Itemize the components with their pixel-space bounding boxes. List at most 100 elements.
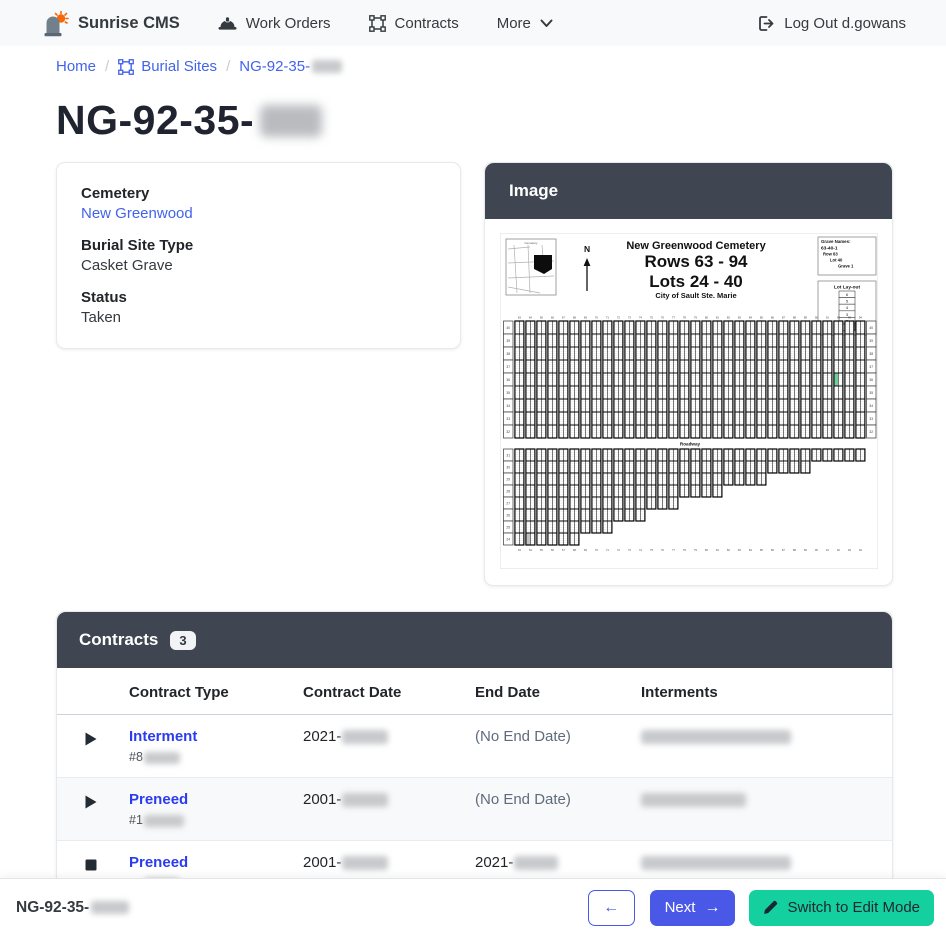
svg-text:30: 30 bbox=[506, 466, 510, 470]
svg-text:36: 36 bbox=[869, 378, 873, 382]
svg-text:Row 63: Row 63 bbox=[823, 252, 838, 257]
sunrise-cms-logo-icon bbox=[44, 10, 69, 36]
contract-row: Preneed #1 2001- (No End Date) bbox=[57, 777, 892, 841]
svg-text:63: 63 bbox=[518, 548, 522, 552]
svg-text:77: 77 bbox=[672, 548, 676, 552]
cemetery-link[interactable]: New Greenwood bbox=[81, 205, 193, 222]
redacted-text bbox=[342, 856, 389, 871]
svg-text:6: 6 bbox=[846, 292, 849, 297]
logout-icon bbox=[759, 15, 774, 31]
svg-text:Roadway: Roadway bbox=[680, 442, 701, 447]
svg-text:4: 4 bbox=[846, 305, 849, 310]
svg-text:75: 75 bbox=[650, 316, 654, 320]
svg-text:80: 80 bbox=[705, 548, 709, 552]
play-status-icon bbox=[85, 732, 97, 746]
nav-work-orders[interactable]: Work Orders bbox=[218, 15, 331, 32]
svg-text:70: 70 bbox=[595, 316, 599, 320]
contract-type-link[interactable]: Preneed bbox=[129, 854, 189, 871]
svg-text:City of Sault Ste. Marie: City of Sault Ste. Marie bbox=[655, 291, 736, 300]
redacted-text bbox=[514, 856, 559, 871]
svg-text:78: 78 bbox=[683, 548, 687, 552]
svg-text:N: N bbox=[584, 244, 590, 254]
nav-contracts[interactable]: Contracts bbox=[368, 14, 459, 32]
svg-text:81: 81 bbox=[716, 548, 720, 552]
svg-text:New Greenwood Cemetery: New Greenwood Cemetery bbox=[626, 240, 766, 252]
contract-type-link[interactable]: Preneed bbox=[129, 791, 189, 808]
previous-button[interactable]: ← bbox=[587, 889, 635, 926]
redacted-text bbox=[342, 730, 389, 745]
svg-text:71: 71 bbox=[606, 548, 610, 552]
svg-text:70: 70 bbox=[595, 548, 599, 552]
column-header-interments: Interments bbox=[641, 668, 892, 715]
contracts-card-header: Contracts 3 bbox=[57, 612, 892, 668]
contract-type-link[interactable]: Interment bbox=[129, 728, 198, 745]
active-contract-cell bbox=[57, 714, 129, 778]
redacted-text bbox=[641, 856, 791, 871]
svg-text:85: 85 bbox=[760, 316, 764, 320]
image-card-title: Image bbox=[509, 181, 559, 200]
breadcrumb-separator: / bbox=[105, 58, 110, 75]
contracts-title: Contracts bbox=[79, 630, 159, 649]
svg-text:83: 83 bbox=[738, 548, 742, 552]
svg-text:38: 38 bbox=[869, 352, 873, 356]
breadcrumb-burial-sites[interactable]: Burial Sites bbox=[118, 58, 217, 75]
svg-text:90: 90 bbox=[815, 316, 819, 320]
svg-text:78: 78 bbox=[683, 316, 687, 320]
svg-text:5: 5 bbox=[846, 299, 849, 304]
arrow-left-icon: ← bbox=[603, 898, 620, 916]
svg-text:27: 27 bbox=[506, 502, 510, 506]
svg-text:89: 89 bbox=[804, 548, 808, 552]
svg-text:76: 76 bbox=[661, 316, 665, 320]
svg-text:38: 38 bbox=[506, 352, 510, 356]
svg-text:74: 74 bbox=[639, 548, 643, 552]
svg-text:32: 32 bbox=[869, 430, 873, 434]
logout-button[interactable]: Log Out d.gowans bbox=[757, 15, 906, 32]
contract-row: Interment #8 2021- (No End Date) bbox=[57, 714, 892, 778]
burial-site-type-value: Casket Grave bbox=[81, 257, 173, 274]
stop-status-icon bbox=[85, 859, 97, 871]
contracts-count-badge: 3 bbox=[170, 630, 196, 650]
svg-text:75: 75 bbox=[650, 548, 654, 552]
svg-text:89: 89 bbox=[804, 316, 808, 320]
svg-text:34: 34 bbox=[869, 404, 873, 408]
plot-frame-icon bbox=[368, 14, 386, 32]
svg-text:65: 65 bbox=[540, 548, 544, 552]
svg-text:Lot Lay-out: Lot Lay-out bbox=[834, 285, 861, 291]
svg-text:87: 87 bbox=[782, 548, 786, 552]
redacted-text bbox=[641, 793, 746, 808]
svg-text:34: 34 bbox=[506, 404, 510, 408]
svg-text:39: 39 bbox=[506, 339, 510, 343]
end-date-cell: (No End Date) bbox=[475, 714, 641, 778]
svg-text:87: 87 bbox=[782, 316, 786, 320]
svg-text:77: 77 bbox=[672, 316, 676, 320]
nav-work-orders-label: Work Orders bbox=[245, 14, 331, 32]
column-header-end-date: End Date bbox=[475, 668, 641, 715]
nav-more[interactable]: More bbox=[497, 15, 553, 32]
breadcrumb-current: NG-92-35- bbox=[239, 58, 343, 75]
contract-type-cell: Interment #8 bbox=[129, 714, 303, 778]
svg-text:Grave 1: Grave 1 bbox=[838, 264, 854, 269]
pencil-icon bbox=[764, 900, 778, 914]
svg-text:86: 86 bbox=[771, 316, 775, 320]
contract-date-cell: 2001- bbox=[303, 777, 475, 841]
svg-text:28: 28 bbox=[506, 490, 510, 494]
svg-text:84: 84 bbox=[749, 316, 753, 320]
column-header-icon bbox=[57, 668, 129, 715]
next-button[interactable]: Next → bbox=[649, 889, 736, 926]
contract-date-cell: 2021- bbox=[303, 714, 475, 778]
svg-text:64: 64 bbox=[529, 316, 533, 320]
breadcrumb: Home / Burial Sites / NG-92-35- bbox=[56, 58, 893, 75]
svg-text:Lot 40: Lot 40 bbox=[830, 258, 843, 263]
svg-text:76: 76 bbox=[661, 548, 665, 552]
svg-text:88: 88 bbox=[793, 316, 797, 320]
svg-text:32: 32 bbox=[506, 430, 510, 434]
brand-link[interactable]: Sunrise CMS bbox=[42, 10, 180, 37]
svg-text:31: 31 bbox=[506, 454, 510, 458]
interments-cell bbox=[641, 777, 892, 841]
breadcrumb-home[interactable]: Home bbox=[56, 58, 97, 75]
switch-to-edit-mode-button[interactable]: Switch to Edit Mode bbox=[749, 889, 934, 926]
svg-text:33: 33 bbox=[869, 417, 873, 421]
interments-cell bbox=[641, 714, 892, 778]
svg-text:88: 88 bbox=[793, 548, 797, 552]
